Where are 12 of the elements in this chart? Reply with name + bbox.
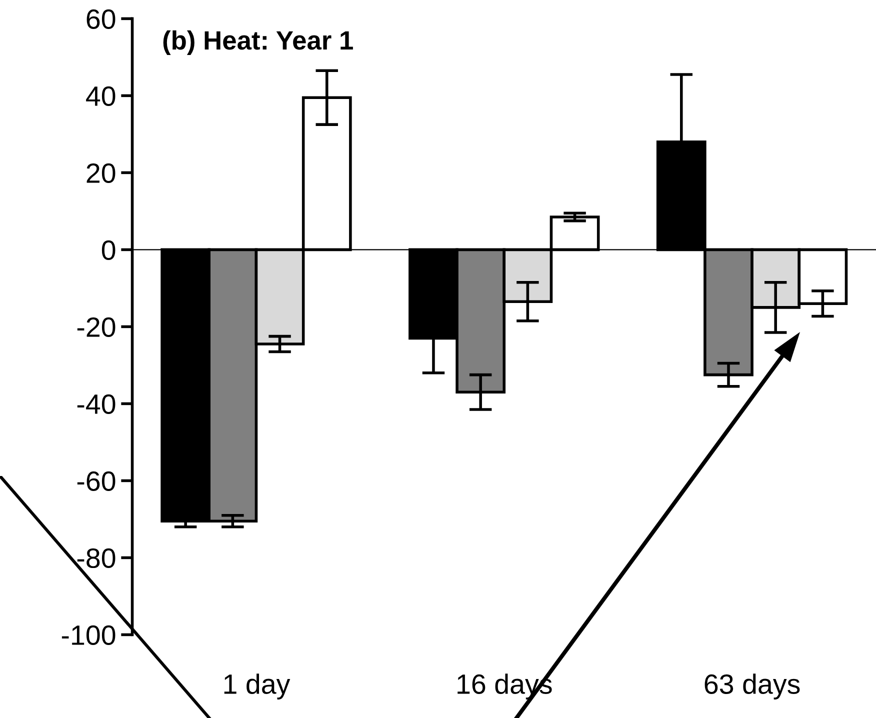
y-tick-label: -100	[62, 625, 116, 646]
y-tick-label: -40	[77, 394, 116, 414]
x-tick-label: 1 day	[224, 674, 290, 700]
y-tick-label: -80	[77, 548, 116, 568]
y-tick-label: -60	[77, 471, 116, 492]
y-tick-label: 40	[86, 86, 116, 106]
y-tick-label: 60	[86, 9, 116, 30]
y-tick-label: -20	[77, 317, 116, 338]
y-tick-label: 0	[102, 240, 116, 260]
y-tick-label: 20	[86, 163, 116, 184]
chart-title: (b) Heat: Year 1	[163, 30, 353, 55]
x-tick-label: 63 days	[704, 674, 800, 700]
